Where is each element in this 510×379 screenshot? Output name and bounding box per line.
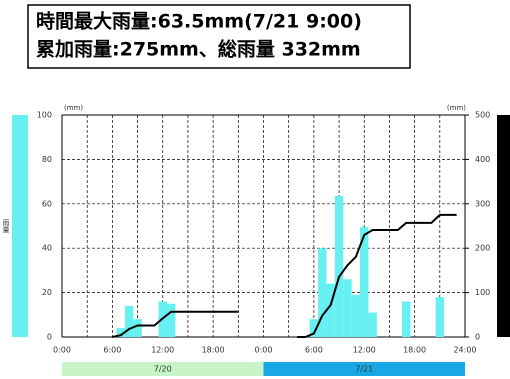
bar — [166, 303, 176, 337]
x-tick-label: 12:00 — [151, 346, 174, 355]
bar — [116, 328, 125, 337]
bar — [402, 301, 411, 337]
cumulative-line — [112, 213, 457, 338]
y-tick-label: 100 — [37, 111, 52, 120]
chart-subtitle: 累加雨量:275mm、総雨量 332mm — [36, 38, 361, 61]
title-box — [27, 4, 411, 69]
y-axis-label: 雨量 — [2, 219, 10, 233]
bar — [343, 279, 352, 337]
y2-tick-label: 300 — [475, 199, 490, 208]
y-tick-label: 20 — [42, 288, 52, 297]
y-tick-label: 80 — [42, 155, 52, 164]
bar — [435, 297, 445, 337]
x-tick-label: 18:00 — [403, 346, 426, 355]
bar — [360, 227, 369, 337]
y2-tick-label: 400 — [475, 155, 490, 164]
y-tick-label: 40 — [42, 244, 52, 253]
x-tick-label: 24:00 — [453, 346, 476, 355]
y2-tick-label: 0 — [475, 333, 480, 342]
date-label: 7/20 — [154, 365, 172, 374]
bar — [124, 305, 134, 337]
x-tick-label: 18:00 — [202, 346, 225, 355]
x-tick-label: 0:00 — [255, 346, 273, 355]
date-label: 7/21 — [355, 365, 373, 374]
date-band — [62, 362, 264, 376]
y-unit: (mm) — [64, 104, 83, 112]
bar — [326, 283, 335, 337]
x-tick-label: 6:00 — [103, 346, 121, 355]
y2-tick-label: 200 — [475, 244, 490, 253]
x-tick-label: 12:00 — [353, 346, 376, 355]
bar — [309, 319, 319, 337]
left-axis-band — [12, 115, 28, 337]
chart-title: 時間最大雨量:63.5mm(7/21 9:00) — [36, 10, 362, 33]
bar — [318, 248, 327, 337]
bar — [351, 294, 361, 337]
x-tick-label: 0:00 — [53, 346, 71, 355]
y2-tick-label: 100 — [475, 288, 490, 297]
x-tick-label: 6:00 — [305, 346, 323, 355]
y-tick-label: 0 — [47, 333, 52, 342]
date-band — [263, 362, 465, 376]
right-axis-band — [497, 115, 510, 337]
y-tick-label: 60 — [42, 199, 52, 208]
bar — [334, 196, 344, 337]
bar — [133, 319, 142, 337]
bar — [368, 312, 377, 337]
y2-unit: (mm) — [447, 104, 466, 112]
y2-tick-label: 500 — [475, 111, 490, 120]
